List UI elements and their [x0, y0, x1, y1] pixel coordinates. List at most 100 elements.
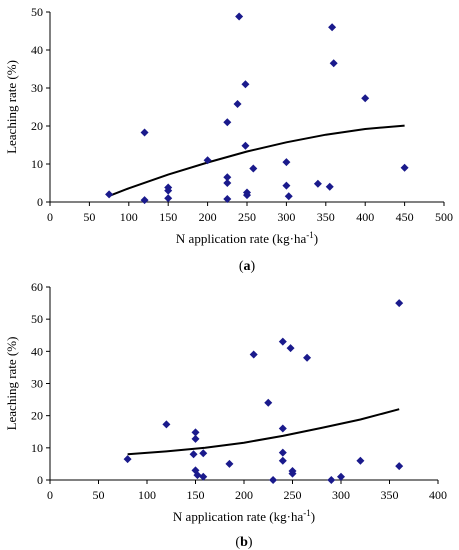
data-point: [249, 164, 258, 173]
data-point: [278, 424, 287, 433]
data-point: [162, 420, 171, 429]
y-tick-label: 0: [37, 195, 43, 209]
data-point: [282, 158, 291, 167]
data-point: [241, 80, 250, 89]
data-point: [361, 94, 370, 103]
data-point: [164, 186, 173, 195]
x-tick-label: 400: [429, 488, 447, 502]
data-point: [189, 450, 198, 459]
x-axis-label-main: N application rate (kg·ha: [173, 509, 304, 524]
panel-label-close: ): [248, 535, 253, 550]
data-point: [328, 23, 337, 32]
data-point: [105, 190, 114, 199]
x-tick-label: 300: [332, 488, 350, 502]
data-point: [356, 456, 365, 465]
data-point: [191, 428, 200, 437]
y-tick-label: 40: [31, 43, 43, 57]
x-tick-label: 100: [120, 210, 138, 224]
data-point: [395, 299, 404, 308]
x-axis-label: N application rate (kg·ha-1): [176, 230, 318, 246]
data-point: [140, 128, 149, 137]
x-axis-label-superscript: -1: [306, 230, 314, 240]
x-tick-label: 450: [396, 210, 414, 224]
data-point: [337, 472, 345, 481]
data-point: [233, 99, 242, 108]
data-point: [223, 194, 232, 203]
y-tick-label: 20: [31, 119, 43, 133]
data-point: [225, 459, 234, 468]
trend-line: [108, 124, 405, 197]
data-point: [278, 456, 287, 465]
y-tick-label: 40: [31, 344, 43, 358]
panel-label-open: (: [239, 259, 244, 274]
panel-label-letter: b: [240, 535, 248, 550]
data-point: [278, 448, 287, 457]
data-point: [164, 194, 173, 203]
x-tick-label: 200: [199, 210, 217, 224]
data-point: [284, 192, 293, 201]
y-tick-label: 50: [31, 5, 43, 19]
x-axis-label-superscript: -1: [303, 508, 311, 518]
x-axis-label-main: N application rate (kg·ha: [176, 231, 307, 246]
x-tick-label: 350: [381, 488, 399, 502]
data-point: [199, 472, 208, 481]
x-tick-label: 400: [356, 210, 374, 224]
data-point: [123, 455, 132, 464]
data-point: [191, 434, 200, 443]
data-point: [243, 191, 251, 200]
y-tick-label: 10: [31, 441, 43, 455]
data-point: [313, 179, 322, 188]
data-point: [203, 156, 212, 165]
y-tick-label: 30: [31, 81, 43, 95]
y-tick-label: 10: [31, 157, 43, 171]
x-tick-label: 250: [238, 210, 256, 224]
x-axis-label: N application rate (kg·ha-1): [173, 508, 315, 524]
x-tick-label: 200: [235, 488, 253, 502]
data-point: [327, 476, 336, 484]
y-tick-label: 50: [31, 312, 43, 326]
data-point: [278, 337, 287, 346]
data-point: [282, 181, 291, 190]
data-point: [235, 12, 244, 21]
x-axis-label-close: ): [314, 231, 318, 246]
data-point: [400, 163, 409, 172]
y-axis-label: Leaching rate (%): [4, 60, 19, 154]
panel-label: (b): [235, 535, 252, 550]
data-point: [303, 353, 312, 362]
x-tick-label: 150: [159, 210, 177, 224]
data-point: [223, 118, 232, 127]
data-point: [395, 462, 404, 471]
data-point: [269, 476, 278, 484]
x-tick-label: 500: [435, 210, 453, 224]
y-axis-label: Leaching rate (%): [4, 337, 19, 431]
x-tick-label: 50: [93, 488, 105, 502]
x-tick-label: 0: [47, 210, 53, 224]
y-tick-label: 0: [37, 473, 43, 487]
panel-label-close: ): [251, 259, 256, 274]
panel-label-open: (: [235, 535, 240, 550]
data-point: [329, 59, 338, 68]
data-point: [286, 344, 295, 353]
data-point: [249, 350, 258, 359]
x-tick-label: 50: [83, 210, 95, 224]
y-tick-label: 30: [31, 377, 43, 391]
y-tick-label: 60: [31, 280, 43, 294]
chart-panel-b: 0 10 20 30 40 50 60 0 50 100 150 200 250 300 350 400 Lea…: [4, 280, 447, 550]
x-tick-label: 150: [187, 488, 205, 502]
panel-label: (a): [239, 259, 256, 274]
data-point: [199, 449, 208, 458]
x-tick-label: 300: [277, 210, 295, 224]
trend-line: [127, 408, 400, 456]
data-point: [241, 141, 250, 150]
data-point: [288, 469, 297, 478]
data-point: [193, 471, 202, 480]
x-tick-label: 250: [284, 488, 302, 502]
data-point: [140, 196, 149, 205]
data-point: [325, 182, 334, 191]
data-point: [264, 398, 273, 407]
panel-label-letter: a: [244, 259, 251, 274]
data-point: [223, 179, 232, 187]
data-point: [223, 173, 232, 182]
x-tick-label: 0: [47, 488, 53, 502]
